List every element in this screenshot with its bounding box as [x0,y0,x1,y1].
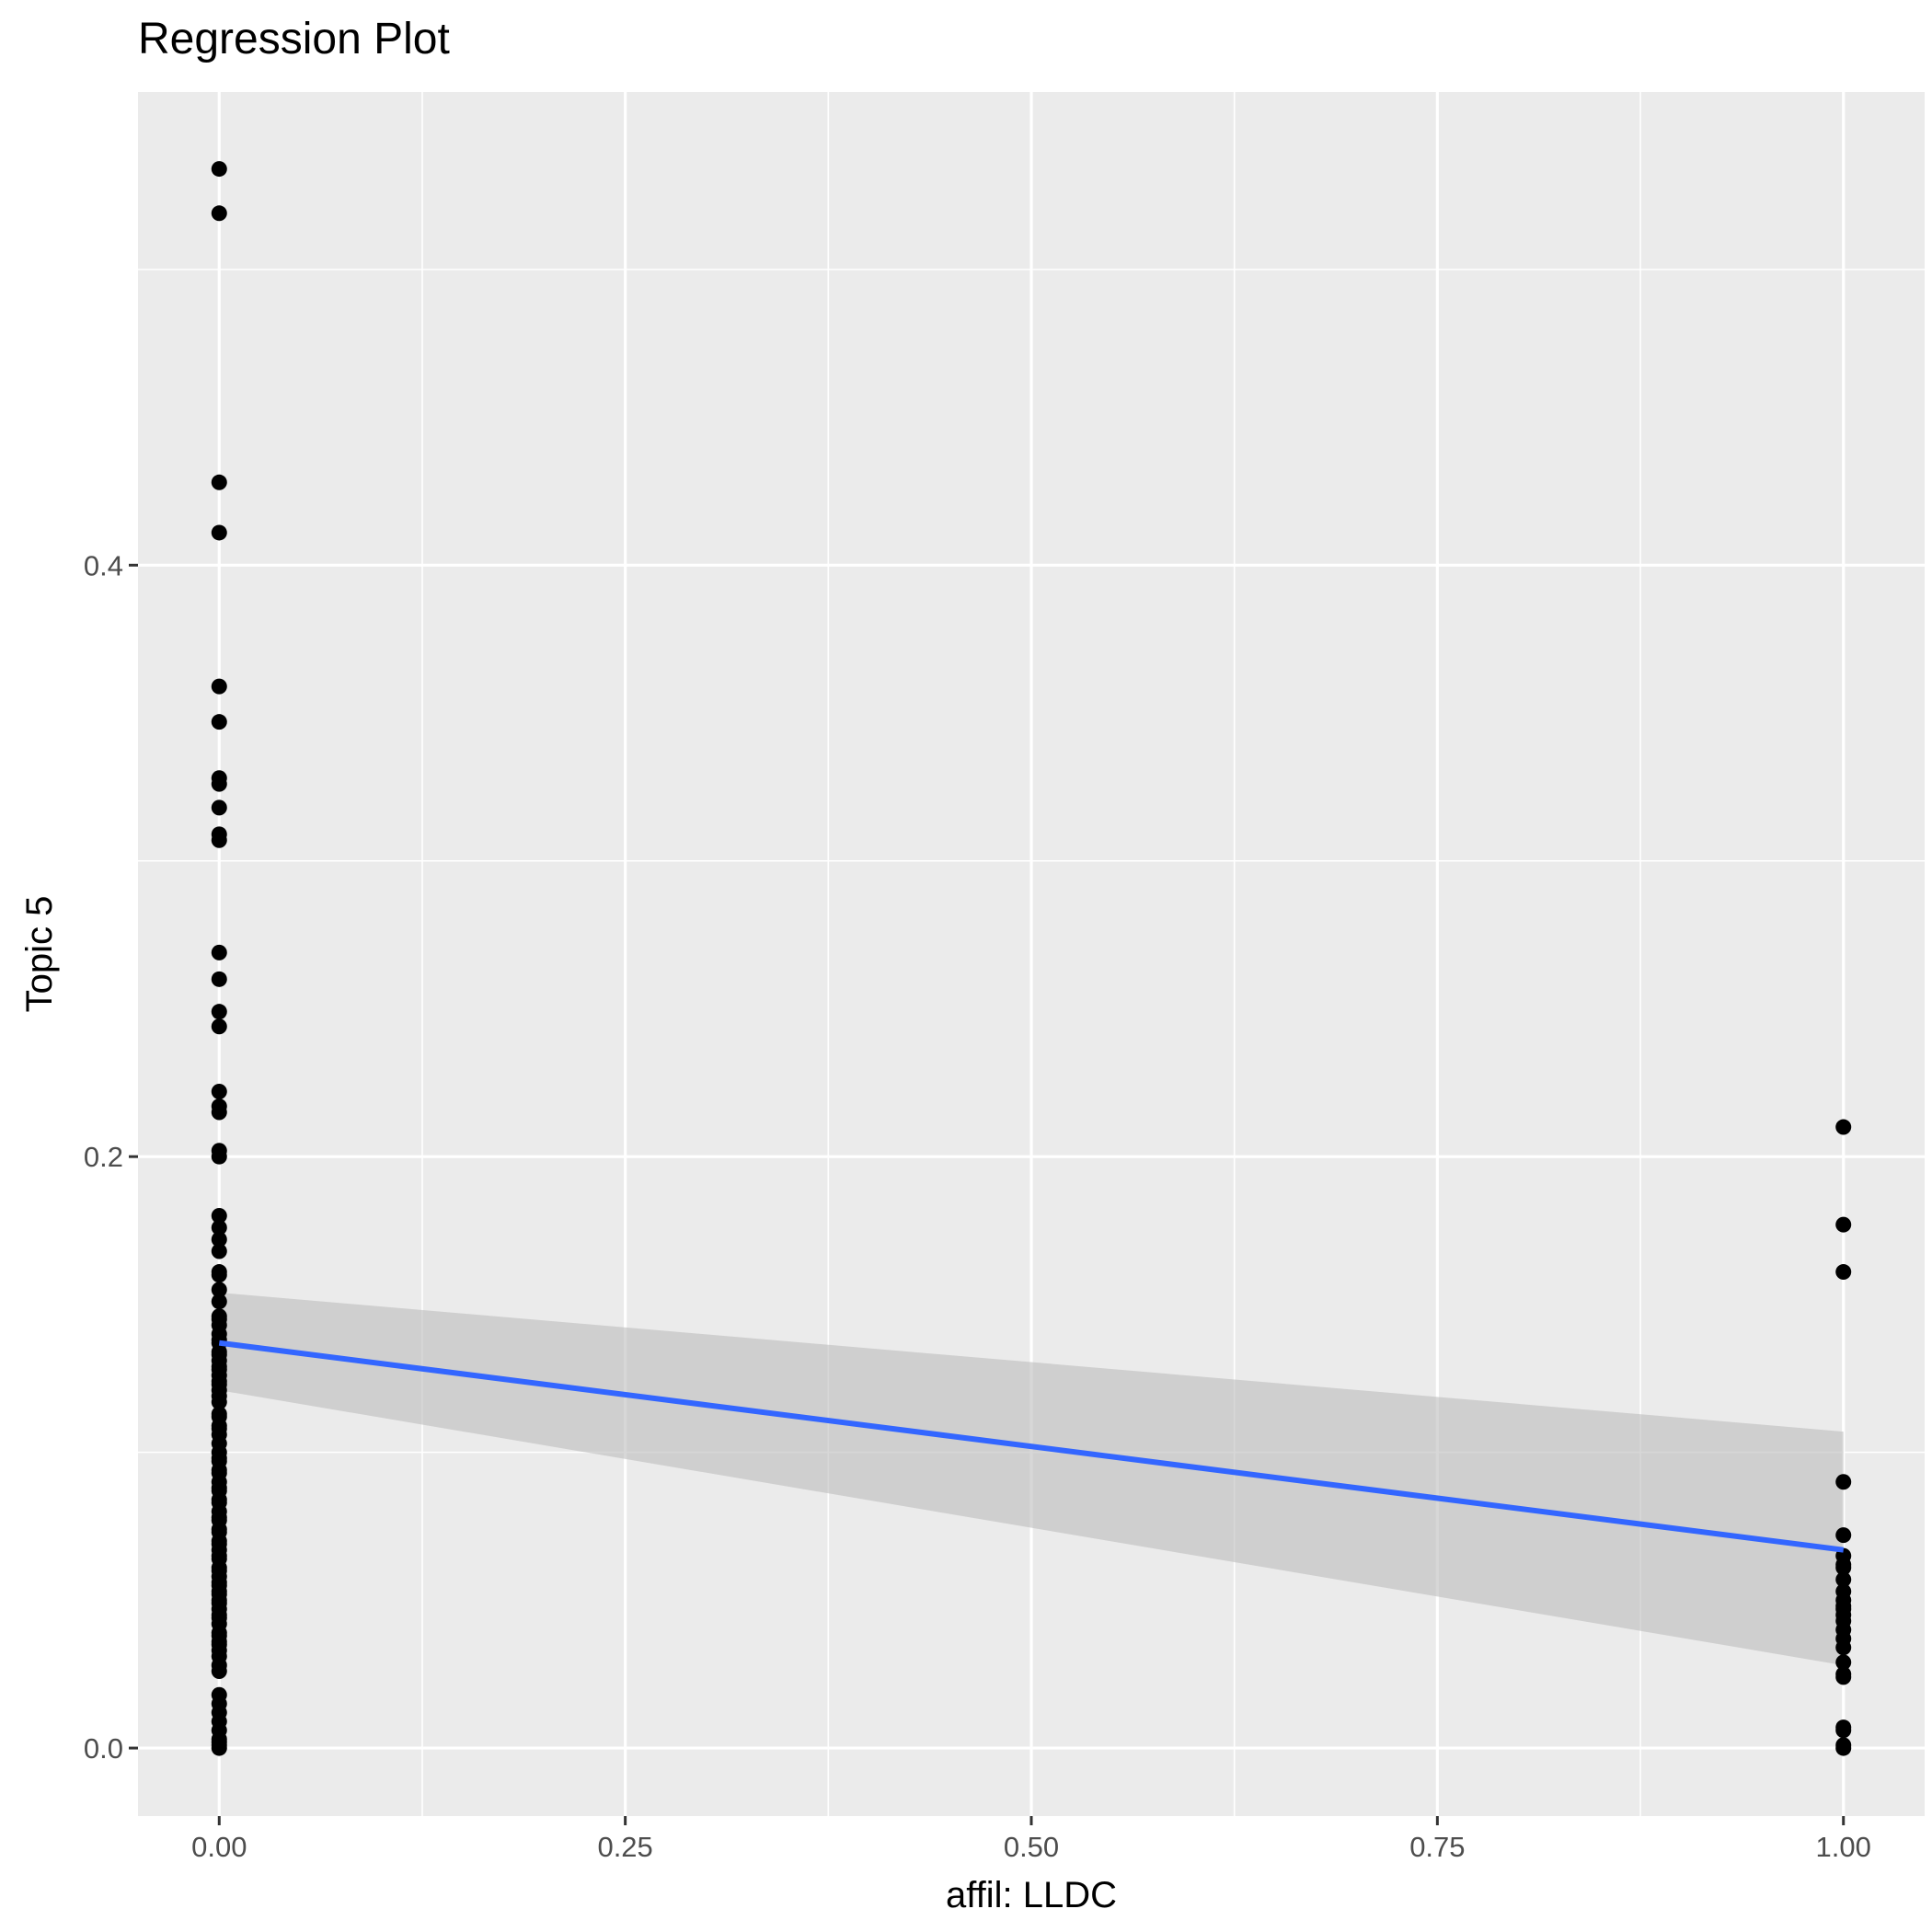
data-point [1835,1639,1852,1656]
data-point [211,1219,227,1236]
data-point [211,205,227,222]
data-point [211,161,227,178]
data-point [211,1004,227,1020]
data-point [1835,1527,1852,1544]
x-axis-title: affil: LLDC [946,1875,1117,1915]
data-point [211,1465,227,1481]
x-tick-label: 1.00 [1816,1831,1871,1863]
regression-line [218,1340,1845,1553]
y-tick-label: 0.4 [84,549,123,581]
data-point [211,1524,227,1540]
data-point [211,1734,227,1751]
data-point [211,1435,227,1452]
x-tick-label: 0.25 [597,1831,652,1863]
data-point [211,1018,227,1035]
data-point [211,1311,227,1328]
data-point [211,1376,227,1393]
data-point [211,1535,227,1552]
data-point [211,678,227,695]
data-point [211,1562,227,1579]
data-point [1835,1264,1852,1281]
x-tick-label: 0.50 [1004,1831,1059,1863]
data-point [211,524,227,541]
data-point [211,1595,227,1612]
data-point [211,1267,227,1283]
data-point [1835,1119,1852,1135]
data-point [1835,1669,1852,1685]
data-point [211,1509,227,1525]
x-axis: 0.00 0.25 0.50 0.75 1.00 [191,1816,1871,1863]
data-point [211,1148,227,1165]
confidence-band [219,1293,1844,1666]
data-point [211,1450,227,1466]
data-point [211,1583,227,1600]
data-point [211,1231,227,1248]
data-point [211,474,227,490]
data-point [211,832,227,848]
data-point [211,714,227,730]
data-point [211,1696,227,1712]
data-points [211,161,1852,1756]
data-point [1835,1559,1852,1576]
data-point [1835,1654,1852,1671]
regression-line-layer [218,1340,1845,1553]
x-tick-label: 0.00 [191,1831,247,1863]
data-point [211,1083,227,1099]
data-point [211,1207,227,1224]
confidence-band-layer [219,1293,1844,1666]
data-point [211,1406,227,1422]
y-tick-label: 0.0 [84,1732,123,1765]
data-point [1835,1740,1852,1756]
data-point [1835,1474,1852,1490]
y-axis: 0.0 0.2 0.4 [84,549,138,1765]
chart-title: Regression Plot [138,15,450,63]
data-point [211,1104,227,1121]
data-point [211,1388,227,1405]
data-point [211,1616,227,1632]
data-point [211,1358,227,1374]
data-point [1835,1722,1852,1739]
data-point [1835,1216,1852,1233]
data-point [211,1347,227,1363]
data-point [211,1243,227,1259]
data-point [211,1420,227,1437]
data-point [1835,1598,1852,1615]
data-point [211,1494,227,1511]
data-point [211,1637,227,1653]
data-point [211,799,227,816]
data-point [211,1479,227,1496]
y-axis-title: Topic 5 [19,896,60,1013]
x-tick-label: 0.75 [1409,1831,1465,1863]
data-point [211,1547,227,1564]
data-point [211,944,227,960]
data-point [211,1282,227,1298]
data-point [1835,1571,1852,1588]
data-point [211,971,227,987]
data-point [211,1294,227,1310]
data-point [211,776,227,792]
data-point [211,1657,227,1673]
y-tick-label: 0.2 [84,1141,123,1173]
